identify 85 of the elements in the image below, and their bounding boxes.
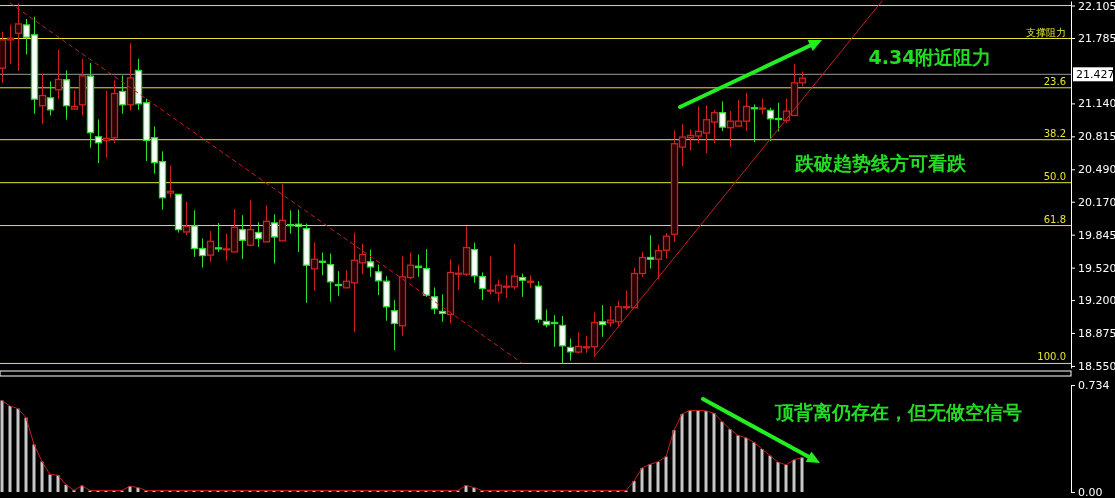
annotation: 跌破趋势线方可看跌 — [793, 151, 967, 174]
candlestick — [646, 234, 655, 270]
candlestick — [70, 89, 79, 110]
ref-line-label: 21.427 — [1076, 68, 1115, 82]
candlestick — [310, 242, 319, 292]
y-tick-label: 0.00 — [1078, 486, 1103, 498]
candlestick — [318, 252, 327, 276]
candlestick — [262, 204, 271, 243]
bar — [696, 410, 700, 492]
bar — [8, 405, 12, 492]
candlestick — [206, 230, 215, 263]
candlestick — [102, 90, 111, 159]
bar — [32, 444, 36, 492]
annotation: 50.0 — [1043, 170, 1066, 182]
candlestick — [558, 315, 567, 364]
bar — [728, 429, 732, 492]
candlestick — [270, 213, 279, 265]
annotation: 23.6 — [1043, 75, 1066, 87]
bar — [648, 464, 652, 492]
bar — [784, 464, 788, 492]
y-tick-label: 22.105 — [1078, 0, 1115, 13]
bar — [664, 456, 668, 492]
candlestick — [38, 73, 47, 125]
bar — [704, 410, 708, 492]
candlestick — [238, 214, 247, 260]
y-tick-label: 20.170 — [1078, 195, 1115, 209]
bar — [768, 455, 772, 492]
candlestick — [750, 103, 759, 143]
y-tick-label: 19.520 — [1078, 261, 1115, 275]
bar — [712, 413, 716, 492]
candlestick — [598, 304, 607, 338]
candlestick — [214, 222, 223, 253]
candlestick — [166, 164, 175, 199]
bar — [736, 435, 740, 492]
candlestick — [334, 270, 343, 297]
y-tick-label: 20.490 — [1078, 163, 1115, 177]
bar — [640, 467, 644, 492]
candlestick — [278, 183, 287, 242]
bar — [24, 417, 28, 492]
bar — [776, 462, 780, 492]
bar — [744, 437, 748, 492]
y-tick-label: 19.845 — [1078, 228, 1115, 242]
bar — [760, 449, 764, 492]
bar — [656, 461, 660, 492]
bar — [56, 475, 60, 492]
y-tick-label: 21.140 — [1078, 97, 1115, 111]
bar — [16, 408, 20, 492]
annotation: 4.34附近阻力 — [868, 45, 992, 68]
candlestick — [718, 100, 727, 132]
candlestick — [438, 294, 447, 323]
bar — [720, 421, 724, 492]
y-tick-label: 19.200 — [1078, 294, 1115, 308]
bar — [792, 459, 796, 492]
annotation: 38.2 — [1043, 127, 1066, 139]
bar — [48, 474, 52, 492]
bar — [680, 414, 684, 492]
candlestick — [54, 49, 63, 100]
annotation: 61.8 — [1043, 213, 1066, 225]
candlestick — [182, 201, 191, 236]
candlestick — [118, 75, 127, 115]
bar — [800, 457, 804, 492]
candlestick — [478, 272, 487, 301]
bar — [40, 461, 44, 492]
annotation: 100.0 — [1037, 351, 1066, 363]
y-tick-label: 21.785 — [1078, 32, 1115, 46]
candlestick — [254, 221, 263, 248]
candlestick — [518, 273, 527, 298]
y-tick-label: 18.875 — [1078, 327, 1115, 341]
bar — [0, 400, 4, 492]
ref-line-label: 支撑阻力 — [1026, 26, 1066, 38]
candlestick — [46, 81, 55, 116]
candlestick — [246, 199, 255, 247]
bar — [632, 481, 636, 492]
candlestick — [366, 249, 375, 278]
annotation: 顶背离仍存在，但无做空信号 — [773, 400, 1022, 423]
candlestick — [374, 264, 383, 296]
candlestick — [390, 299, 399, 351]
y-tick-label: 18.550 — [1078, 359, 1115, 373]
bar — [672, 430, 676, 492]
y-tick-label: 20.815 — [1078, 130, 1115, 144]
bar — [752, 442, 756, 492]
candlestick — [326, 253, 335, 303]
bar — [688, 410, 692, 492]
candlestick — [94, 118, 103, 164]
y-tick-label: 0.734 — [1078, 379, 1110, 393]
